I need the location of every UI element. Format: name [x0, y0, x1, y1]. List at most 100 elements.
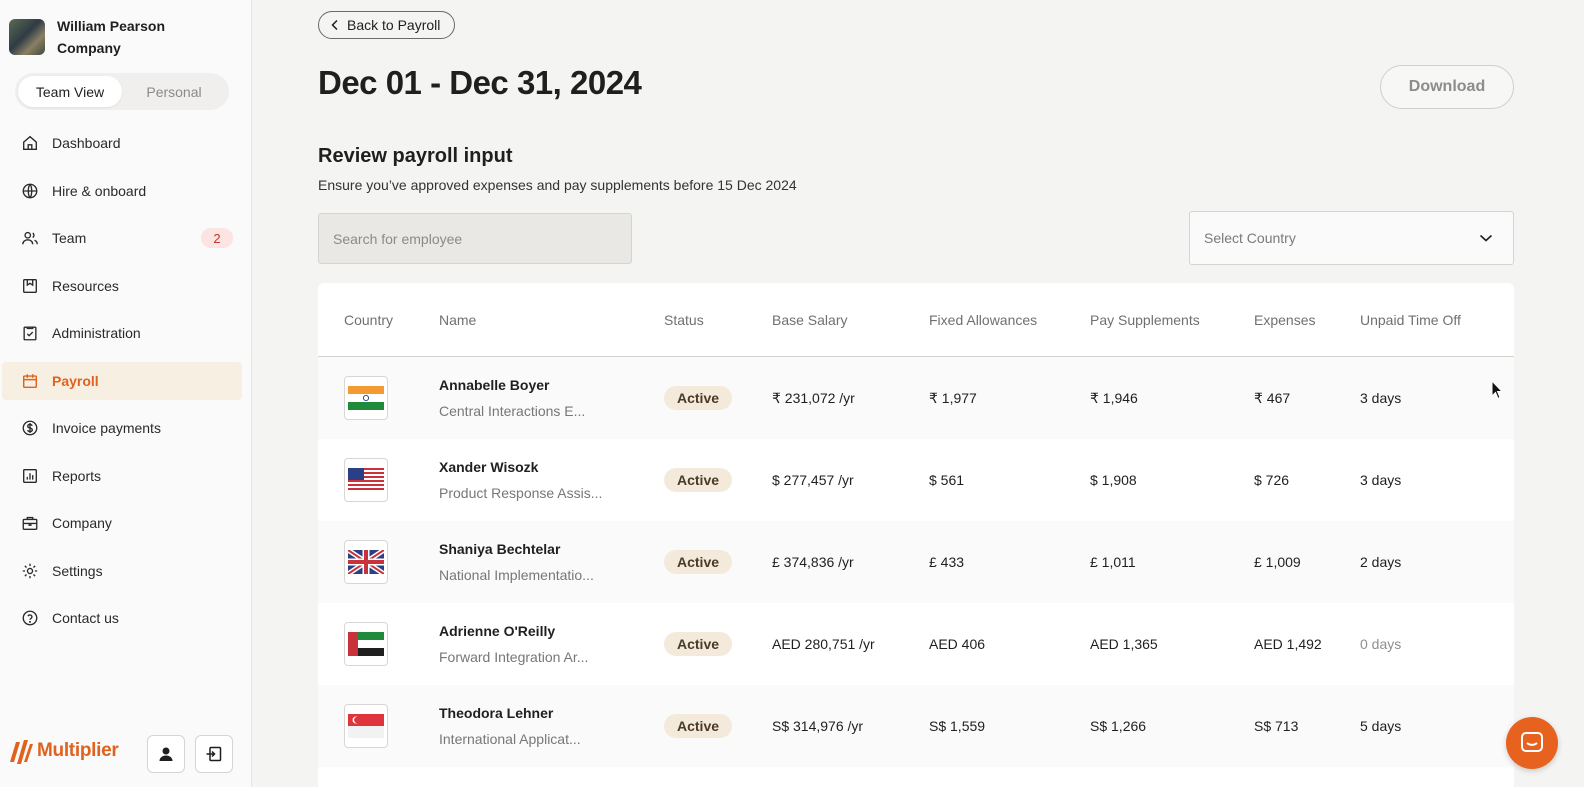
logout-button[interactable]	[195, 735, 233, 773]
india-flag-icon	[344, 376, 388, 420]
payroll-table: Country Name Status Base Salary Fixed Al…	[318, 283, 1514, 787]
sidebar-item-dashboard[interactable]: Dashboard	[2, 124, 242, 162]
view-toggle: Team View Personal	[15, 73, 229, 110]
expenses: £ 1,009	[1254, 554, 1301, 570]
employee-name[interactable]: Annabelle Boyer	[439, 377, 550, 393]
back-to-payroll-button[interactable]: Back to Payroll	[318, 11, 456, 39]
base-salary: $ 277,457 /yr	[772, 472, 854, 488]
logout-icon	[206, 746, 222, 762]
pay-supplements: $ 1,908	[1090, 472, 1137, 488]
sidebar-item-invoice-payments[interactable]: Invoice payments	[2, 409, 242, 447]
column-header-status[interactable]: Status	[664, 312, 704, 328]
sidebar-item-label: Payroll	[52, 372, 99, 389]
status-badge: Active	[664, 632, 733, 656]
base-salary: £ 374,836 /yr	[772, 554, 854, 570]
unpaid-time-off: 3 days	[1360, 472, 1402, 488]
pay-supplements: £ 1,011	[1090, 554, 1136, 570]
chat-support-button[interactable]	[1506, 717, 1558, 769]
column-header-country[interactable]: Country	[344, 312, 394, 328]
sidebar-item-label: Resources	[52, 277, 119, 294]
personal-view-toggle[interactable]: Personal	[146, 83, 202, 100]
sidebar-item-label: Contact us	[52, 610, 119, 626]
profile-name-line1: William Pearson	[57, 18, 166, 34]
unpaid-time-off: 2 days	[1360, 554, 1402, 570]
team-count-badge: 2	[201, 228, 233, 248]
table-header: Country Name Status Base Salary Fixed Al…	[318, 283, 1514, 357]
employee-search-input[interactable]	[318, 213, 632, 264]
employee-role: Forward Integration Ar...	[439, 649, 589, 665]
fixed-allowances: S$ 1,559	[929, 718, 986, 734]
sidebar-item-team[interactable]: Team 2	[2, 219, 242, 257]
table-row[interactable]: Annabelle Boyer Central Interactions E..…	[318, 357, 1514, 439]
employee-name[interactable]: Adrienne O'Reilly	[439, 623, 556, 639]
sidebar-item-label: Settings	[52, 562, 103, 579]
country-select-placeholder: Select Country	[1204, 230, 1296, 246]
page-title: Dec 01 - Dec 31, 2024	[318, 64, 642, 101]
table-row[interactable]: Theodora Lehner International Applicat..…	[318, 685, 1514, 767]
sidebar-item-hire-onboard[interactable]: Hire & onboard	[2, 172, 242, 210]
sidebar-item-contact-us[interactable]: Contact us	[2, 599, 242, 637]
sidebar-item-label: Hire & onboard	[52, 182, 147, 199]
employee-role: Product Response Assis...	[439, 485, 603, 501]
table-row[interactable]: Xander Wisozk Product Response Assis... …	[318, 439, 1514, 521]
user-icon	[159, 747, 173, 761]
sidebar-item-administration[interactable]: Administration	[2, 314, 242, 352]
employee-name[interactable]: Shaniya Bechtelar	[439, 541, 561, 557]
section-title: Review payroll input	[318, 145, 513, 167]
sidebar-item-resources[interactable]: Resources	[2, 267, 242, 305]
profile-button[interactable]	[147, 735, 185, 773]
avatar	[9, 19, 45, 55]
fixed-allowances: £ 433	[929, 554, 965, 570]
multiplier-logo[interactable]: Multiplier	[9, 736, 119, 766]
column-header-expenses[interactable]: Expenses	[1254, 312, 1316, 328]
uk-flag-icon	[344, 540, 388, 584]
column-header-fixed-allowances[interactable]: Fixed Allowances	[929, 312, 1038, 328]
fixed-allowances: ₹ 1,977	[929, 390, 977, 406]
profile-name-line2: Company	[57, 40, 121, 56]
column-header-name[interactable]: Name	[439, 312, 477, 328]
expenses: S$ 713	[1254, 718, 1299, 734]
expenses: $ 726	[1254, 472, 1290, 488]
fixed-allowances: $ 561	[929, 472, 965, 488]
usa-flag-icon	[344, 458, 388, 502]
table-row[interactable]: Adrienne O'Reilly Forward Integration Ar…	[318, 603, 1514, 685]
section-subtitle: Ensure you’ve approved expenses and pay …	[318, 177, 797, 193]
column-header-base-salary[interactable]: Base Salary	[772, 312, 848, 328]
sidebar-item-reports[interactable]: Reports	[2, 457, 242, 495]
column-header-pay-supplements[interactable]: Pay Supplements	[1090, 312, 1200, 328]
sidebar-item-settings[interactable]: Settings	[2, 552, 242, 590]
status-badge: Active	[664, 550, 733, 574]
back-to-payroll-label: Back to Payroll	[347, 17, 441, 33]
download-button[interactable]: Download	[1380, 65, 1514, 109]
users-icon	[20, 228, 40, 248]
base-salary: ₹ 231,072 /yr	[772, 390, 855, 406]
home-icon	[20, 133, 40, 153]
employee-name[interactable]: Theodora Lehner	[439, 705, 554, 721]
fixed-allowances: AED 406	[929, 636, 986, 652]
mouse-cursor-icon	[1491, 380, 1503, 400]
employee-role: International Applicat...	[439, 731, 581, 747]
main-content: Back to Payroll Dec 01 - Dec 31, 2024 Do…	[252, 0, 1584, 787]
unpaid-time-off: 0 days	[1360, 636, 1402, 652]
employee-role: Central Interactions E...	[439, 403, 586, 419]
sidebar-footer: Multiplier	[0, 717, 251, 787]
employee-name[interactable]: Xander Wisozk	[439, 459, 539, 475]
sidebar: William Pearson Company Team View Person…	[0, 0, 252, 787]
sidebar-item-company[interactable]: Company	[2, 504, 242, 542]
gear-icon	[20, 561, 40, 581]
resources-icon	[20, 276, 40, 296]
country-select[interactable]: Select Country	[1189, 211, 1514, 265]
briefcase-icon	[20, 513, 40, 533]
bar-chart-icon	[20, 466, 40, 486]
profile[interactable]: William Pearson Company	[9, 15, 165, 59]
multiplier-logo-mark-icon	[10, 740, 33, 764]
sidebar-item-payroll[interactable]: Payroll	[2, 361, 242, 400]
employee-role: National Implementatio...	[439, 567, 594, 583]
team-view-toggle[interactable]: Team View	[18, 76, 122, 107]
table-row[interactable]: Shaniya Bechtelar National Implementatio…	[318, 521, 1514, 603]
sidebar-item-label: Administration	[52, 325, 141, 341]
unpaid-time-off: 5 days	[1360, 718, 1402, 734]
pay-supplements: ₹ 1,946	[1090, 390, 1138, 406]
chevron-left-icon	[331, 19, 338, 31]
column-header-unpaid-time-off[interactable]: Unpaid Time Off	[1360, 312, 1461, 328]
